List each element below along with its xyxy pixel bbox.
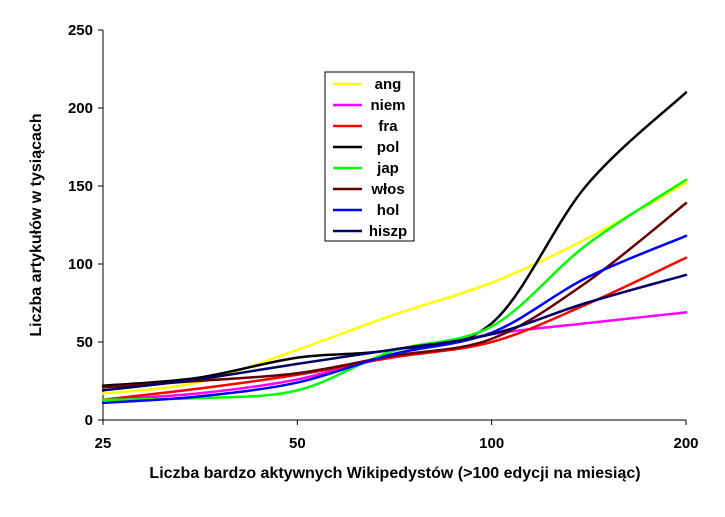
y-tick-label: 50 [76, 334, 93, 351]
legend-label: fra [378, 118, 398, 135]
x-tick-label: 100 [479, 435, 504, 452]
y-axis-label: Liczba artykułów w tysiącach [28, 113, 45, 336]
x-tick-label: 50 [289, 435, 306, 452]
x-axis-label: Liczba bardzo aktywnych Wikipedystów (>1… [149, 465, 640, 482]
x-tick-label: 25 [95, 435, 112, 452]
legend-label: włos [370, 181, 404, 198]
legend: ang niem fra pol jap włos hol hiszp [324, 71, 415, 242]
legend-label: jap [376, 160, 399, 177]
legend-box [324, 71, 415, 242]
series-line-jap [101, 178, 688, 401]
series-line-hol [101, 234, 688, 405]
x-tick-label: 200 [673, 435, 698, 452]
series-line-ang [101, 181, 688, 395]
y-tick-label: 200 [68, 100, 93, 117]
y-tick-label: 250 [68, 22, 93, 39]
series-line-fra [101, 256, 688, 401]
y-tick-label: 0 [85, 412, 93, 429]
legend-label: pol [377, 139, 400, 156]
legend-label: niem [370, 97, 405, 114]
series-line-hiszp [101, 273, 688, 392]
legend-label: hiszp [369, 223, 407, 240]
series-line-włos [101, 201, 688, 389]
legend-label: hol [377, 202, 400, 219]
legend-label: ang [375, 76, 402, 93]
y-tick-label: 100 [68, 256, 93, 273]
y-tick-label: 150 [68, 178, 93, 195]
